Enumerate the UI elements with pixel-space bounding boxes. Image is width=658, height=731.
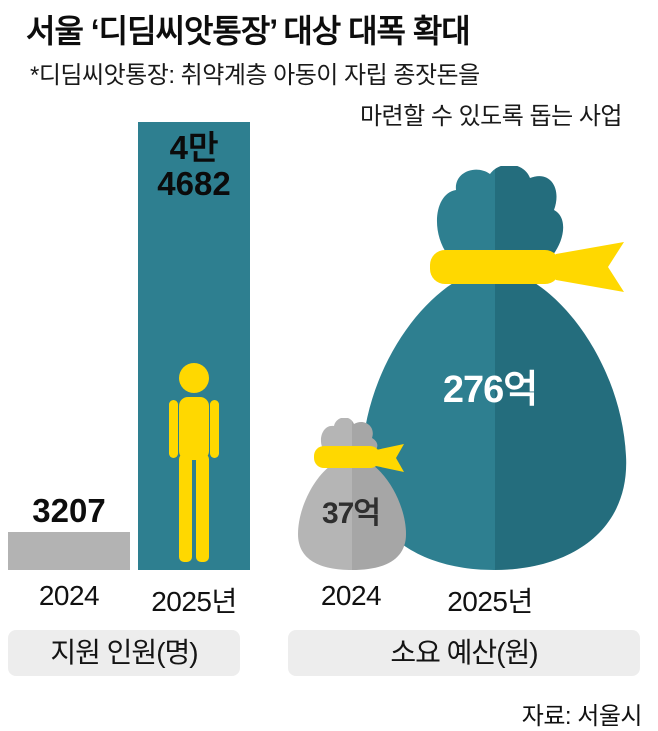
category-label-2024-people: 2024 — [38, 580, 100, 611]
category-label-2025-budget: 2025년 — [447, 586, 533, 617]
money-bag-large-icon — [361, 166, 627, 570]
category-label-2025-people: 2025년 — [151, 586, 237, 617]
value-label-2025-budget: 276억 — [442, 369, 538, 411]
money-bag-small-icon — [298, 418, 406, 570]
subtitle-line1: *디딤씨앗통장: 취약계층 아동이 자립 종잣돈을 — [30, 62, 480, 89]
subtitle: *디딤씨앗통장: 취약계층 아동이 자립 종잣돈을 마련할 수 있도록 돕는 사… — [30, 55, 623, 131]
legend-people: 지원 인원(명) — [8, 630, 240, 676]
bar-2024-people — [8, 532, 130, 570]
value-label-2025-people: 4만 4682 — [157, 129, 231, 203]
value-label-2024-people: 3207 — [32, 492, 106, 529]
category-label-2024-budget: 2024 — [320, 580, 382, 611]
source-label: 자료: 서울시 — [521, 703, 643, 730]
value-label-2024-budget: 37억 — [322, 497, 381, 530]
person-icon — [169, 363, 219, 562]
legend-budget: 소요 예산(원) — [288, 630, 640, 676]
page-title: 서울 ‘디딤씨앗통장’ 대상 대폭 확대 — [26, 13, 471, 49]
bar-2025-people — [138, 122, 250, 570]
subtitle-line2: 마련할 수 있도록 돕는 사업 — [359, 103, 623, 130]
